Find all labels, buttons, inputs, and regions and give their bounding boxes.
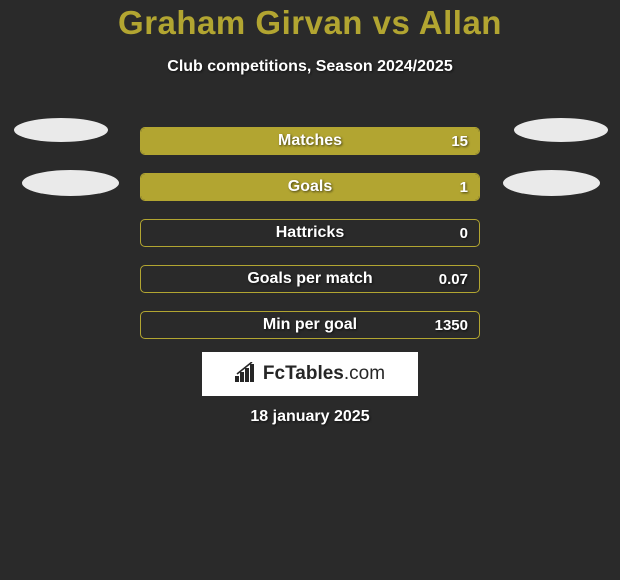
stats-rows: Matches 15 Goals 1 Hattricks 0 Goals per… bbox=[0, 118, 620, 348]
stat-bar bbox=[140, 265, 480, 293]
stat-bar-fill bbox=[141, 174, 479, 200]
stat-row-goals: Goals 1 bbox=[0, 164, 620, 210]
logo-brand: FcTables bbox=[263, 363, 344, 384]
stat-bar bbox=[140, 219, 480, 247]
fctables-logo-link[interactable]: FcTables.com bbox=[202, 352, 418, 396]
stat-row-goals-per-match: Goals per match 0.07 bbox=[0, 256, 620, 302]
logo-text: FcTables.com bbox=[263, 363, 385, 385]
subtitle: Club competitions, Season 2024/2025 bbox=[0, 58, 620, 76]
comparison-widget: Graham Girvan vs Allan Club competitions… bbox=[0, 0, 620, 580]
stat-bar bbox=[140, 173, 480, 201]
logo-suffix: .com bbox=[344, 363, 385, 384]
stat-row-hattricks: Hattricks 0 bbox=[0, 210, 620, 256]
date-text: 18 january 2025 bbox=[0, 408, 620, 426]
stat-bar-fill bbox=[141, 128, 479, 154]
page-title: Graham Girvan vs Allan bbox=[0, 4, 620, 42]
stat-bar bbox=[140, 311, 480, 339]
bar-chart-icon bbox=[235, 362, 257, 387]
stat-bar bbox=[140, 127, 480, 155]
stat-row-matches: Matches 15 bbox=[0, 118, 620, 164]
stat-row-min-per-goal: Min per goal 1350 bbox=[0, 302, 620, 348]
